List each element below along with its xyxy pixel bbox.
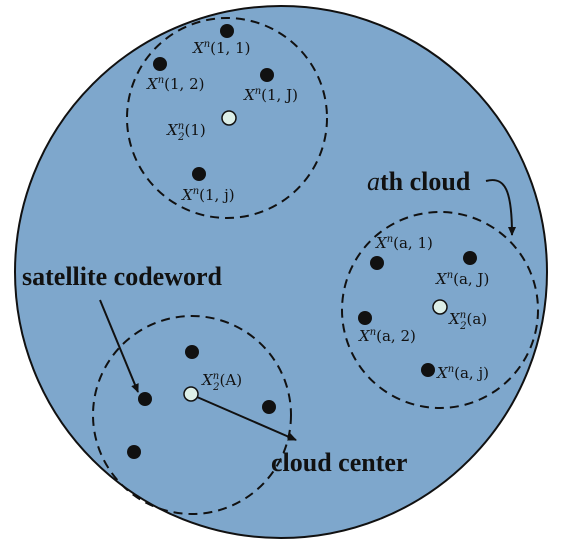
- codeword-point: [127, 445, 141, 459]
- codeword-point: [153, 57, 167, 71]
- satellite-codeword-label: satellite codeword: [22, 262, 223, 291]
- codeword-point: [421, 363, 435, 377]
- codeword-point: [220, 24, 234, 38]
- cloud-center-point: [184, 387, 198, 401]
- codeword-label: Xn(1, j): [181, 186, 235, 204]
- codeword-label: Xn(1, 2): [146, 75, 204, 93]
- cloud-center-caption: cloud center: [271, 448, 407, 477]
- codeword-label: Xn(a, j): [436, 364, 489, 382]
- codeword-point: [192, 167, 206, 181]
- codeword-point: [262, 400, 276, 414]
- codeword-point: [138, 392, 152, 406]
- cloud-center-point: [222, 111, 236, 125]
- codeword-label: Xn(a, J): [435, 270, 489, 288]
- cloud-center-point: [433, 300, 447, 314]
- codeword-label: Xn(1, 1): [192, 39, 250, 57]
- codeword-point: [185, 345, 199, 359]
- ath-cloud-title: ath cloud: [367, 167, 471, 196]
- codeword-label: Xn(a, 2): [358, 327, 416, 345]
- codeword-label: Xn(1, J): [243, 86, 298, 104]
- codeword-point: [370, 256, 384, 270]
- codeword-point: [358, 311, 372, 325]
- codeword-point: [463, 251, 477, 265]
- codeword-point: [260, 68, 274, 82]
- codeword-label: Xn(a, 1): [375, 234, 433, 252]
